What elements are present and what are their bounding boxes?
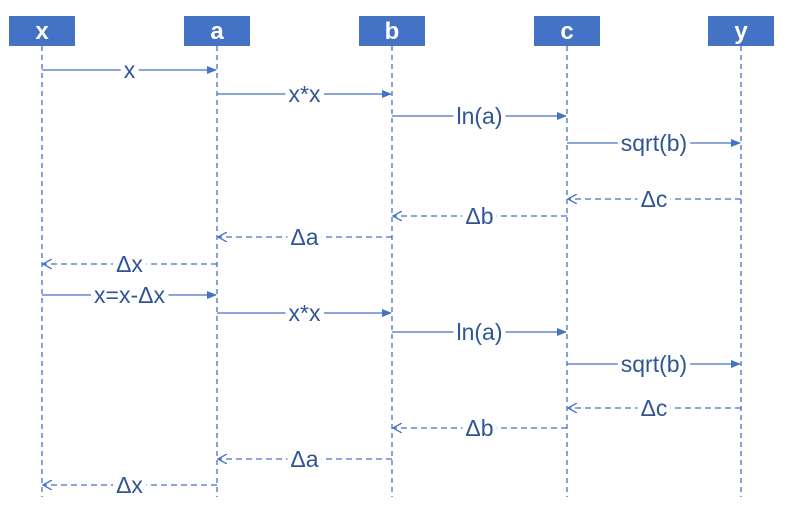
participant-label-x: x [35,18,49,45]
message-label-11: ln(a) [456,319,502,345]
message-label-2: x*x [289,81,321,107]
message-label-16: Δx [116,472,143,498]
message-label-3: ln(a) [456,103,502,129]
message-label-7: Δa [290,224,318,250]
participant-label-y: y [734,18,748,45]
participant-label-c: c [560,18,573,45]
participant-label-a: a [210,18,224,45]
message-label-5: Δc [641,186,668,212]
message-label-14: Δb [465,415,493,441]
message-label-15: Δa [290,446,318,472]
message-label-13: Δc [641,395,668,421]
message-label-8: Δx [116,251,143,277]
message-label-6: Δb [465,203,493,229]
message-label-4: sqrt(b) [621,130,687,156]
message-label-10: x*x [289,300,321,326]
message-label-1: x [124,57,136,83]
message-label-12: sqrt(b) [621,351,687,377]
participant-label-b: b [385,18,400,45]
message-label-9: x=x-Δx [94,282,165,308]
